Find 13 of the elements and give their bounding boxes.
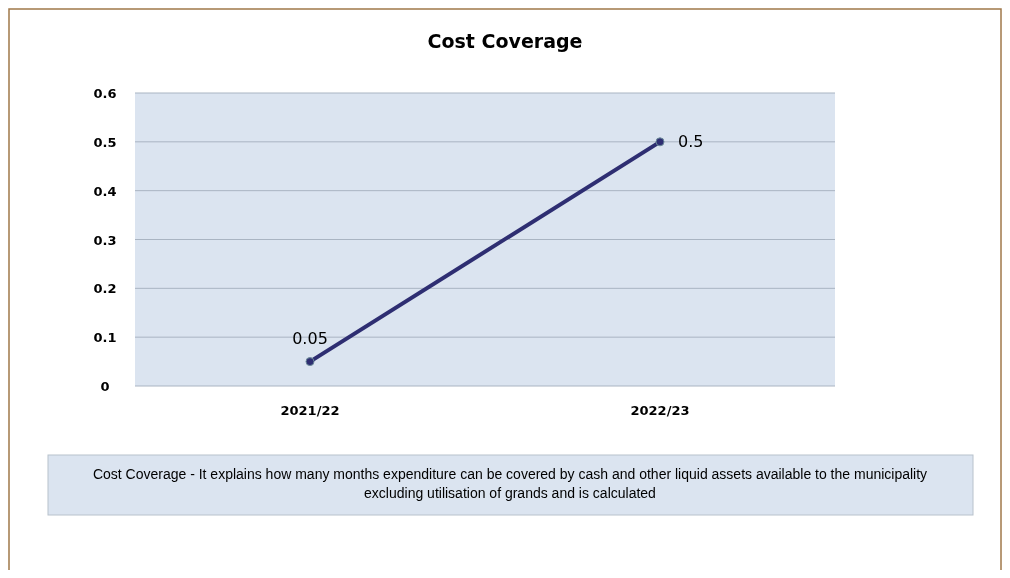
data-label: 0.05 [292, 328, 328, 348]
data-label: 0.5 [678, 131, 704, 151]
y-tick-label: 0.1 [93, 330, 117, 346]
x-tick-label: 2022/23 [630, 403, 690, 418]
y-tick-label: 0.6 [93, 86, 117, 101]
text: Cost Coverage - It explains how many months expenditure can be covered by cash and other liquid assets available to the municipality excluding utilisation of grands and is calculated [92, 466, 928, 501]
y-tick-label: 0.3 [93, 232, 117, 248]
y-tick-label: 0 [100, 379, 110, 394]
y-tick-label: 0.5 [93, 134, 117, 150]
x-tick-label: 2021/22 [280, 403, 340, 418]
y-tick-label: 0.2 [93, 281, 117, 297]
y-tick-label: 0.4 [93, 183, 117, 199]
chart-title: Cost Coverage [427, 30, 583, 52]
